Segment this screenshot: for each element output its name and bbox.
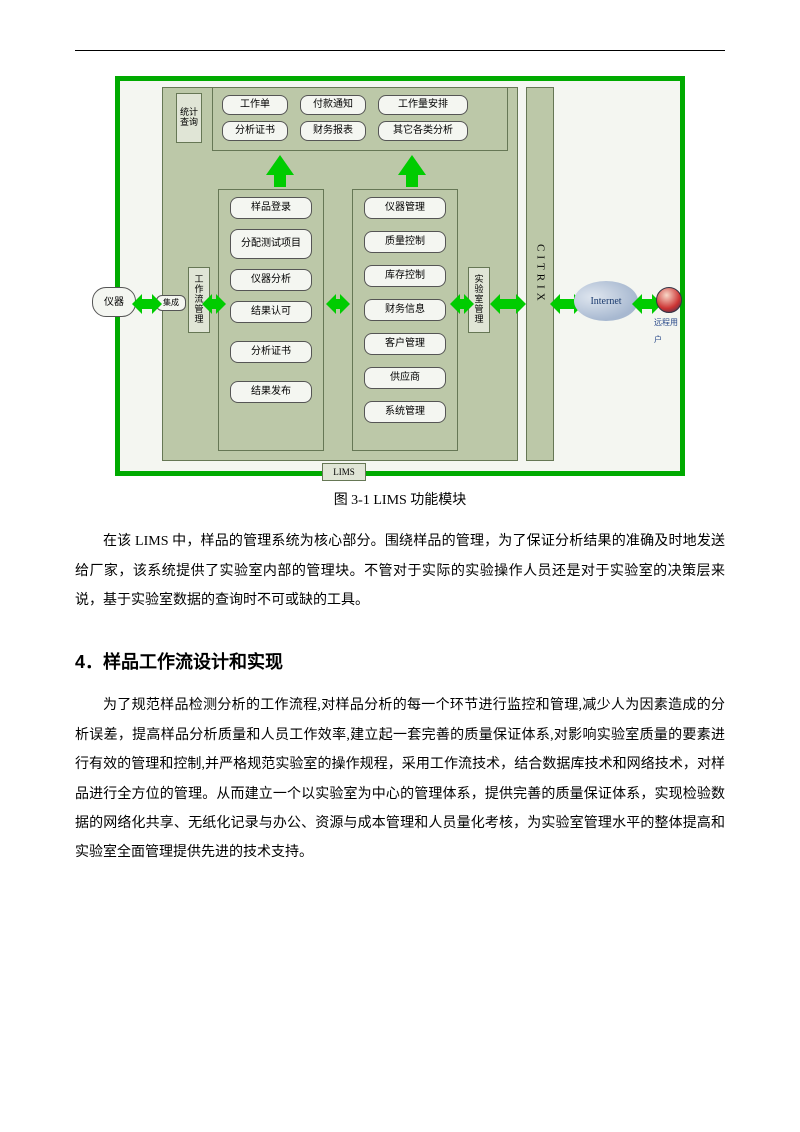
internet-cloud: Internet (574, 281, 638, 321)
mod-payment: 付款通知 (300, 95, 366, 115)
mod-worksheet: 工作单 (222, 95, 288, 115)
user-icon (656, 287, 682, 313)
section-title: 4．样品工作流设计和实现 (75, 644, 725, 682)
remote-user-label: 远程用户 (654, 315, 680, 349)
lims-diagram: CITRIX 统计查询 工作单 付款通知 工作量安排 分析证书 财务报表 其它各… (115, 76, 685, 476)
paragraph-1: 在该 LIMS 中，样品的管理系统为核心部分。围绕样品的管理，为了保证分析结果的… (75, 527, 725, 615)
citrix-column: CITRIX (526, 87, 554, 461)
stat-query-box: 统计查询 (176, 93, 202, 143)
mod-finance: 财务信息 (364, 299, 446, 321)
mod-workload: 工作量安排 (378, 95, 468, 115)
mod-inventory: 库存控制 (364, 265, 446, 287)
page-top-rule (75, 50, 725, 51)
arrow-wf-left (212, 299, 216, 309)
mod-result-approve: 结果认可 (230, 301, 312, 323)
citrix-label: CITRIX (528, 244, 551, 305)
arrow-citrix-left (500, 299, 516, 309)
arrow-instr (142, 299, 152, 309)
diagram-frame: CITRIX 统计查询 工作单 付款通知 工作量安排 分析证书 财务报表 其它各… (115, 76, 685, 476)
paragraph-2: 为了规范样品检测分析的工作流程,对样品分析的每一个环节进行监控和管理,减少人为因… (75, 691, 725, 867)
mod-system: 系统管理 (364, 401, 446, 423)
arrow-net-user (642, 299, 652, 309)
mod-finance-rpt: 财务报表 (300, 121, 366, 141)
arrow-up-left (266, 155, 294, 175)
mod-other: 其它各类分析 (378, 121, 468, 141)
figure-caption: 图 3-1 LIMS 功能模块 (75, 486, 725, 515)
mod-assign-test: 分配测试项目 (230, 229, 312, 259)
arrow-mid (336, 299, 340, 309)
arrow-lab-left (460, 299, 464, 309)
mod-supplier: 供应商 (364, 367, 446, 389)
mod-qc: 质量控制 (364, 231, 446, 253)
lims-tag: LIMS (322, 463, 366, 481)
mod-customer: 客户管理 (364, 333, 446, 355)
mod-sample-reg: 样品登录 (230, 197, 312, 219)
mod-cert2: 分析证书 (230, 341, 312, 363)
arrow-up-right (398, 155, 426, 175)
arrow-citrix-net (560, 299, 574, 309)
mod-result-pub: 结果发布 (230, 381, 312, 403)
mod-instr-mgmt: 仪器管理 (364, 197, 446, 219)
mod-cert: 分析证书 (222, 121, 288, 141)
instrument-pill: 仪器 (92, 287, 136, 317)
mod-instr-analysis: 仪器分析 (230, 269, 312, 291)
